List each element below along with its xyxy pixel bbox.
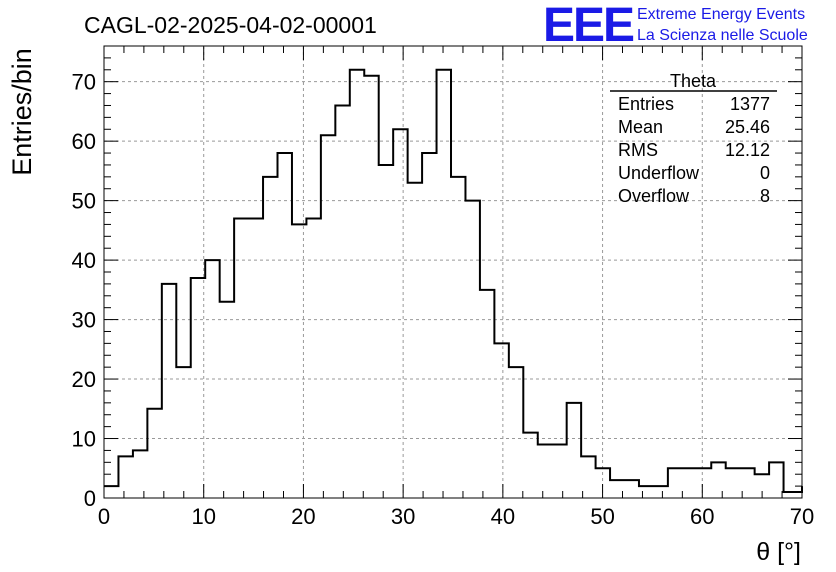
x-tick-label: 0 <box>98 504 110 529</box>
y-tick-label: 20 <box>72 367 96 392</box>
x-tick-label: 10 <box>191 504 215 529</box>
stats-value-mean: 25.46 <box>725 117 770 137</box>
stats-label-underflow: Underflow <box>618 163 700 183</box>
stats-label-overflow: Overflow <box>618 186 690 206</box>
axis-ticks <box>103 45 803 499</box>
y-tick-label: 10 <box>72 427 96 452</box>
plot-frame <box>103 45 803 499</box>
stats-value-entries: 1377 <box>730 94 770 114</box>
stats-label-entries: Entries <box>618 94 674 114</box>
x-axis-label: θ [°] <box>756 538 801 566</box>
grid-lines <box>104 46 802 498</box>
stats-title: Theta <box>670 71 717 91</box>
y-tick-label: 70 <box>72 70 96 95</box>
stats-value-rms: 12.12 <box>725 140 770 160</box>
x-tick-label: 30 <box>391 504 415 529</box>
eee-logo-line2: La Scienza nelle Scuole <box>637 27 808 44</box>
y-tick-label: 60 <box>72 129 96 154</box>
x-tick-label: 40 <box>491 504 515 529</box>
eee-logo: EEE Extreme Energy Events La Scienza nel… <box>543 0 808 52</box>
stats-value-underflow: 0 <box>760 163 770 183</box>
x-tick-label: 50 <box>590 504 614 529</box>
eee-logo-line1: Extreme Energy Events <box>637 6 805 23</box>
x-tick-label: 60 <box>690 504 714 529</box>
histogram-series <box>104 68 803 494</box>
stats-value-overflow: 8 <box>760 186 770 206</box>
y-axis-label: Entries/bin <box>7 48 37 176</box>
stats-box: Theta Entries 1377 Mean 25.46 RMS 12.12 … <box>610 71 777 206</box>
y-tick-label: 0 <box>84 486 96 511</box>
y-tick-label: 50 <box>72 189 96 214</box>
y-tick-label: 30 <box>72 308 96 333</box>
chart-title: CAGL-02-2025-04-02-00001 <box>84 12 377 38</box>
stats-label-rms: RMS <box>618 140 658 160</box>
eee-logo-mark: EEE <box>543 0 634 52</box>
stats-label-mean: Mean <box>618 117 663 137</box>
x-tick-label: 70 <box>790 504 814 529</box>
x-tick-label: 20 <box>291 504 315 529</box>
tick-labels: 0 10 20 30 40 50 60 70 0 10 20 30 40 50 60 70 <box>72 70 815 529</box>
y-tick-label: 40 <box>72 248 96 273</box>
